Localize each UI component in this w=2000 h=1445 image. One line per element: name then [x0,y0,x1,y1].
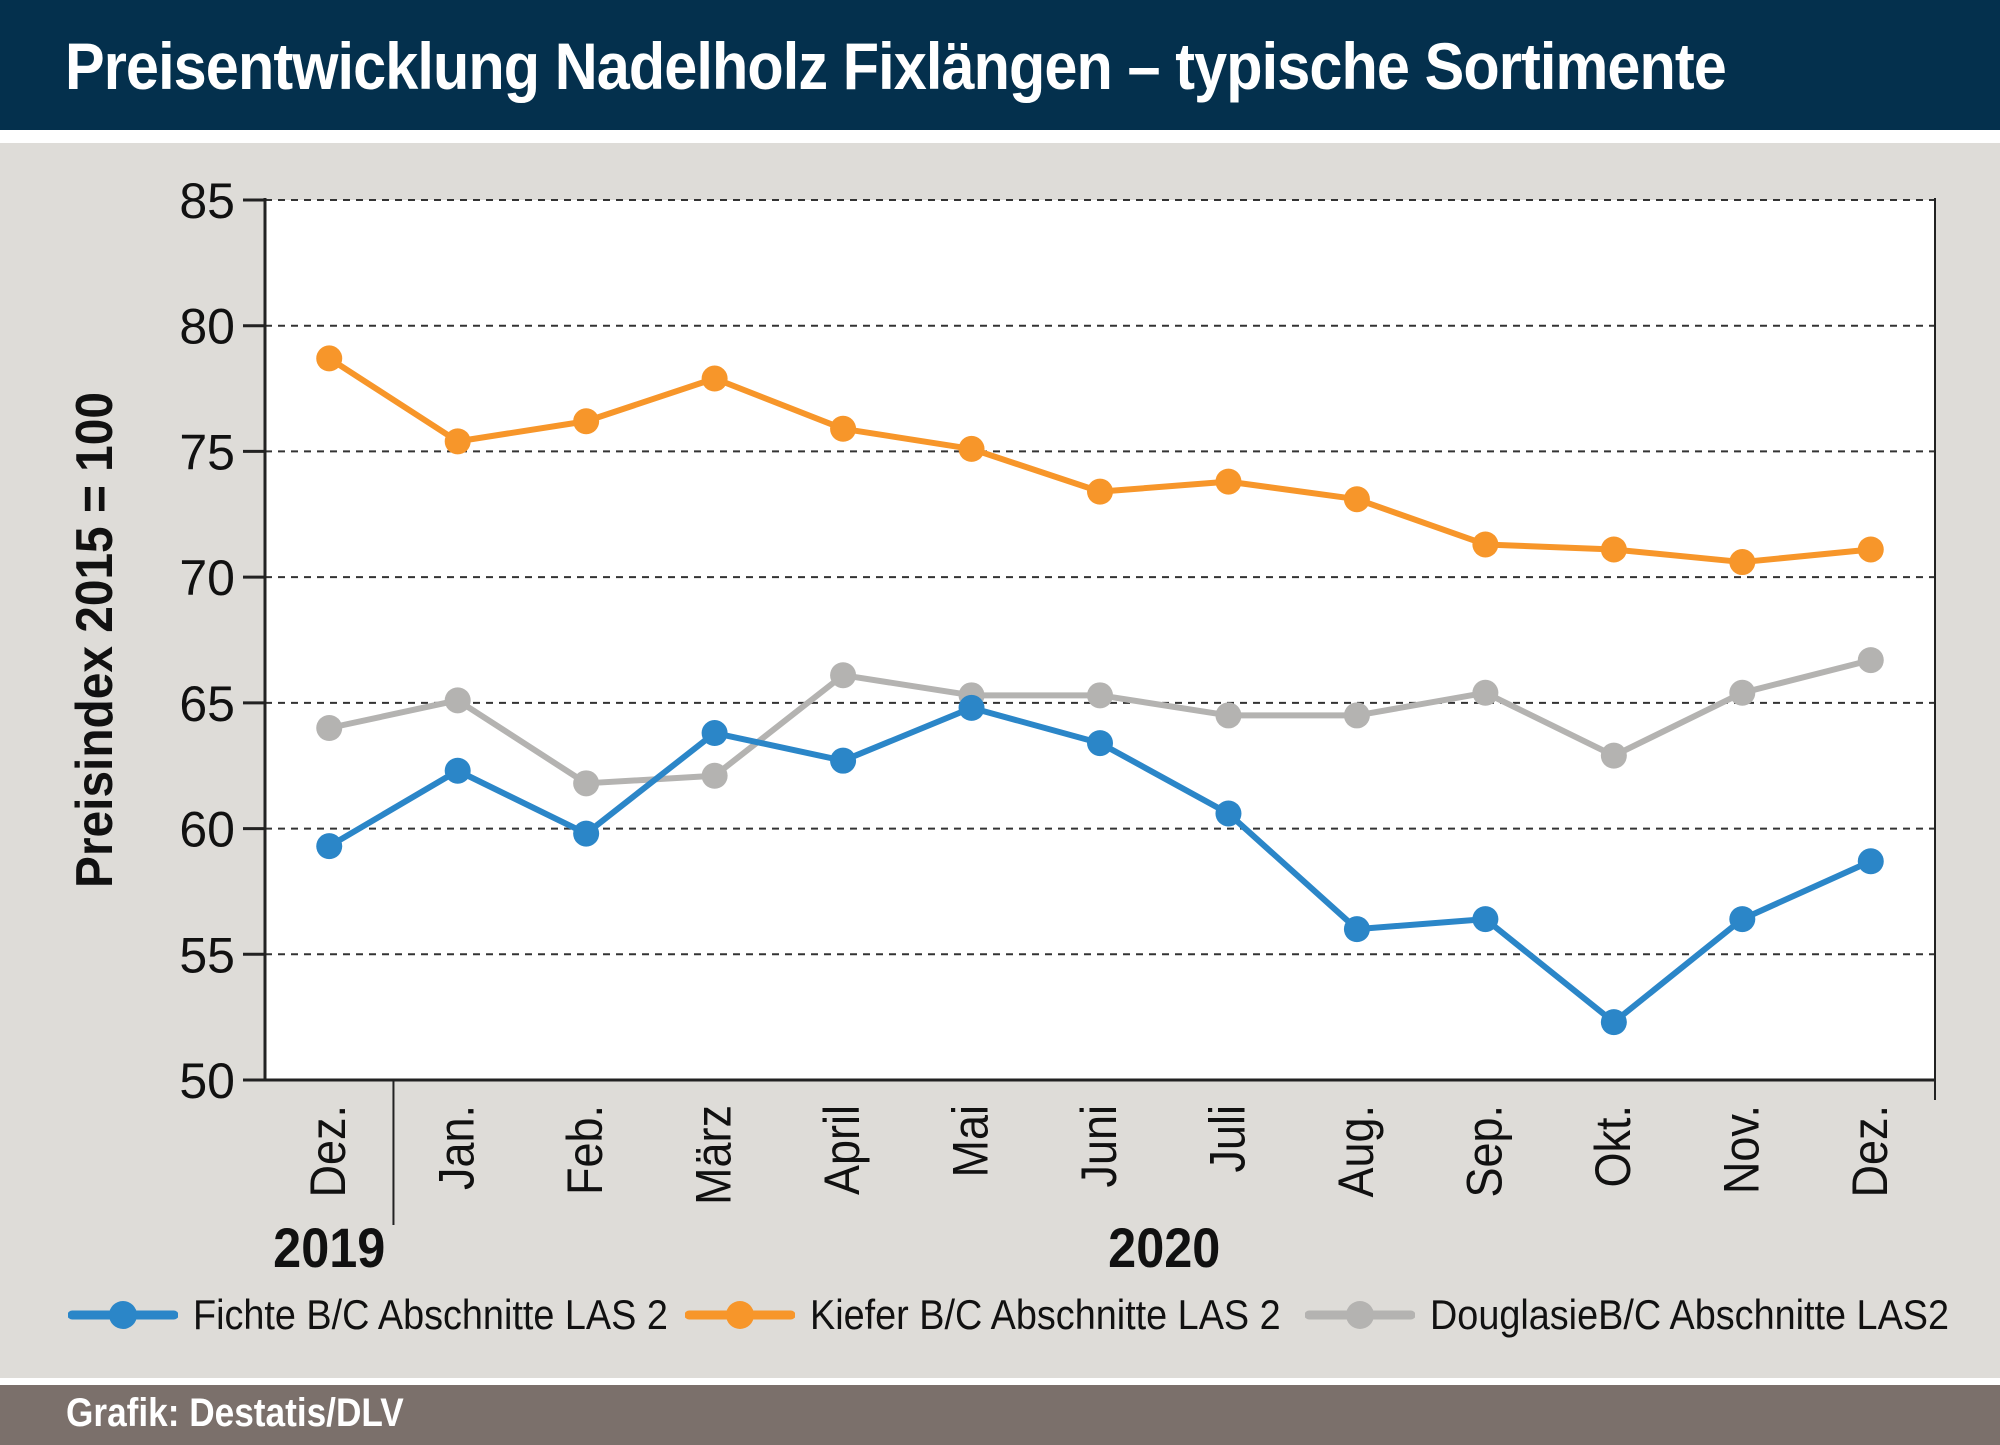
data-point [316,715,343,741]
data-point [1215,702,1242,729]
legend-swatch [685,1301,795,1329]
data-point [1857,647,1884,674]
data-point [444,757,471,784]
footer-bar: Grafik: Destatis/DLV [0,1385,2000,1445]
data-point [1729,549,1756,576]
y-tick-label: 75 [179,424,235,480]
data-point [1087,730,1113,757]
y-tick-label: 80 [179,299,235,355]
data-point [1600,536,1627,563]
data-point [1729,906,1756,933]
data-point [1857,536,1884,563]
data-point [1343,702,1370,729]
x-tick-label: Aug. [1329,1105,1385,1198]
data-point [1472,531,1499,558]
data-point [958,435,985,462]
data-point [701,365,728,392]
legend-swatch [1305,1301,1415,1329]
legend-swatch [68,1301,178,1329]
legend-label: Kiefer B/C Abschnitte LAS 2 [810,1291,1281,1338]
data-point [444,428,471,455]
x-tick-label: Dez. [1843,1105,1899,1197]
data-point [830,747,857,774]
x-tick-label: Juni [1072,1105,1128,1188]
year-label: 2020 [1108,1218,1220,1280]
legend-label: Fichte B/C Abschnitte LAS 2 [193,1291,668,1338]
data-point [1729,679,1756,706]
data-point [830,662,857,689]
x-tick-label: Dez. [301,1105,357,1197]
legend-label: DouglasieB/C Abschnitte LAS2 [1430,1291,1950,1338]
y-tick-label: 85 [179,173,235,229]
x-tick-label: Okt. [1586,1105,1642,1187]
x-tick-label: Feb. [558,1105,614,1195]
chart-legend: Fichte B/C Abschnitte LAS 2 Kiefer B/C A… [0,1285,2000,1345]
data-point [573,408,600,435]
chart-title: Preisentwicklung Nadelholz Fixlängen – t… [65,29,1727,103]
data-point [958,694,985,721]
data-point [573,820,600,847]
data-point [573,770,600,797]
year-label: 2019 [273,1218,385,1280]
data-point [1215,468,1242,495]
data-point [1215,800,1242,827]
data-point [1472,906,1499,933]
data-point [1600,742,1627,769]
x-tick-label: April [815,1105,871,1195]
x-tick-label: Sep. [1457,1105,1513,1198]
y-tick-label: 70 [179,550,235,606]
data-point [701,720,728,747]
x-tick-label: Nov. [1714,1105,1770,1194]
data-point [1087,478,1113,505]
data-point [1343,486,1370,513]
data-point [444,687,471,714]
y-tick-label: 65 [179,676,235,732]
y-tick-label: 55 [179,927,235,983]
y-tick-label: 60 [179,802,235,858]
data-point [316,833,343,860]
data-point [1600,1009,1627,1036]
data-point [701,762,728,789]
title-bar: Preisentwicklung Nadelholz Fixlängen – t… [0,0,2000,130]
y-axis-label: Preisindex 2015 = 100 [65,392,123,888]
y-tick-label: 50 [179,1053,235,1109]
source-credit: Grafik: Destatis/DLV [66,1391,404,1435]
data-point [1343,916,1370,943]
x-tick-label: März [686,1105,742,1205]
data-point [1087,682,1113,709]
data-point [1472,679,1499,706]
plot-area [265,200,1935,1080]
data-point [316,345,343,372]
data-point [830,415,857,442]
x-tick-label: Jan. [430,1105,486,1190]
x-tick-label: Mai [943,1105,999,1177]
x-tick-label: Juli [1200,1105,1256,1172]
data-point [1857,848,1884,875]
